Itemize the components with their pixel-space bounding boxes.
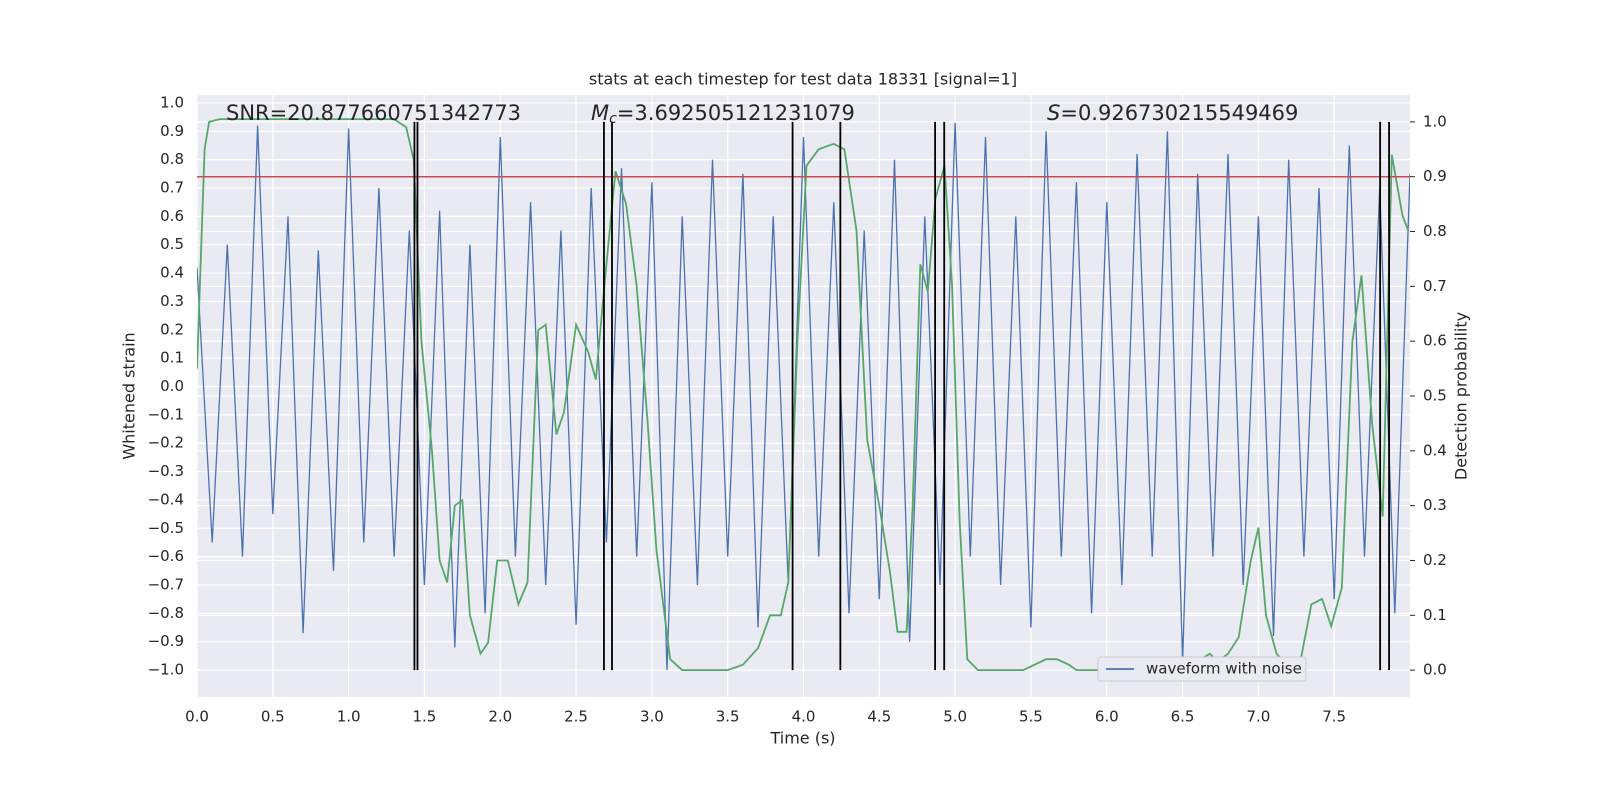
y-tick-label: 0.5: [160, 235, 184, 253]
x-tick-label: 3.0: [640, 708, 664, 726]
y2-tick-label: 0.0: [1423, 661, 1447, 679]
annotation: SNR=20.877660751342773: [226, 101, 521, 125]
y2-tick-label: 0.8: [1423, 222, 1447, 240]
x-tick-label: 2.5: [564, 708, 588, 726]
y-tick-label: 1.0: [160, 93, 184, 111]
y2-tick-label: 0.5: [1423, 387, 1447, 405]
annotation-text: =0.926730215549469: [1060, 101, 1298, 125]
annotation-text: =3.692505121231079: [617, 101, 855, 125]
y-tick-label: −0.6: [148, 547, 184, 565]
x-tick-label: 0.5: [261, 708, 285, 726]
y-tick-label: −0.2: [148, 434, 184, 452]
annotation-symbol: S: [1047, 101, 1060, 125]
y-tick-label: 0.8: [160, 150, 184, 168]
y2-tick-label: 1.0: [1423, 112, 1447, 130]
x-tick-label: 5.0: [943, 708, 967, 726]
x-tick-label: 7.5: [1322, 708, 1346, 726]
y2-tick-label: 0.7: [1423, 277, 1447, 295]
y2-tick-label: 0.2: [1423, 551, 1447, 569]
y-tick-label: 0.9: [160, 122, 184, 140]
y2-axis-label: Detection probability: [1452, 312, 1471, 480]
x-tick-label: 3.5: [716, 708, 740, 726]
x-tick-label: 5.5: [1019, 708, 1043, 726]
legend-label: waveform with noise: [1146, 660, 1302, 678]
y-tick-label: −0.5: [148, 519, 184, 537]
series-line: [197, 122, 1410, 671]
y-tick-label: −0.7: [148, 575, 184, 593]
legend: waveform with noise: [1097, 656, 1307, 682]
legend-box: [1097, 656, 1307, 682]
y-tick-label: −0.9: [148, 632, 184, 650]
y-tick-label: 0.0: [160, 377, 184, 395]
y-tick-label: −0.3: [148, 462, 184, 480]
marks: [197, 118, 1410, 672]
y2-tick-label: 0.6: [1423, 332, 1447, 350]
y2-tick-label: 0.4: [1423, 441, 1447, 459]
x-tick-label: 2.0: [488, 708, 512, 726]
annotation-subscript: c: [609, 111, 617, 127]
y2-tick-label: 0.1: [1423, 606, 1447, 624]
y-tick-label: 0.3: [160, 292, 184, 310]
y-tick-label: −1.0: [148, 661, 184, 679]
y2-tick-label: 0.9: [1423, 167, 1447, 185]
x-tick-label: 6.5: [1171, 708, 1195, 726]
x-tick-label: 1.5: [413, 708, 437, 726]
series-line: [197, 118, 1410, 672]
y-tick-label: −0.4: [148, 490, 184, 508]
x-tick-label: 4.0: [792, 708, 816, 726]
annotation: S=0.926730215549469: [1047, 101, 1298, 125]
annotation-symbol: M: [591, 101, 609, 125]
labels: 0.0 0.5 1.0 1.5 2.0 2.5 3.0 3.5 4.0 4.5 5.0 5.5 6.0 6…: [148, 93, 1447, 725]
y2-tick-label: 0.3: [1423, 496, 1447, 514]
x-axis-label: Time (s): [769, 729, 835, 748]
y-tick-label: 0.7: [160, 179, 184, 197]
y-tick-label: 0.2: [160, 320, 184, 338]
x-tick-label: 4.5: [867, 708, 891, 726]
chart-title: stats at each timestep for test data 183…: [589, 70, 1017, 89]
y-axis-label: Whitened strain: [120, 332, 139, 459]
x-tick-label: 7.0: [1246, 708, 1270, 726]
y-tick-label: 0.1: [160, 349, 184, 367]
y-tick-label: −0.1: [148, 405, 184, 423]
x-tick-label: 6.0: [1095, 708, 1119, 726]
x-tick-label: 0.0: [185, 708, 209, 726]
y-tick-label: 0.6: [160, 207, 184, 225]
grid: [196, 95, 1410, 697]
x-tick-label: 1.0: [337, 708, 361, 726]
annotation: Mc=3.692505121231079: [591, 101, 855, 127]
y-tick-label: −0.8: [148, 604, 184, 622]
y-tick-label: 0.4: [160, 264, 184, 282]
